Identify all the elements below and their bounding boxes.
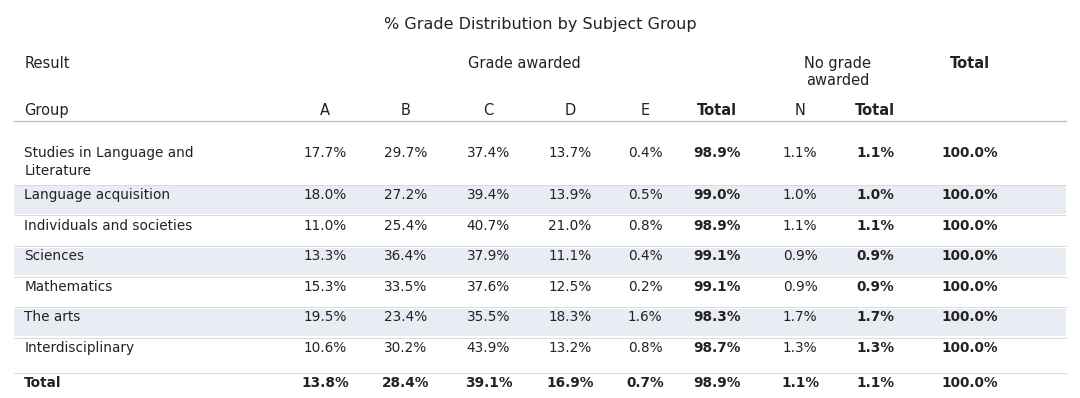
Text: 37.6%: 37.6% bbox=[467, 280, 510, 294]
Text: 0.8%: 0.8% bbox=[627, 341, 663, 355]
Text: 1.3%: 1.3% bbox=[856, 341, 894, 355]
Text: 1.0%: 1.0% bbox=[783, 188, 818, 202]
Text: 37.4%: 37.4% bbox=[467, 146, 510, 160]
Text: 11.1%: 11.1% bbox=[549, 249, 592, 263]
Text: Total: Total bbox=[24, 377, 62, 390]
Text: 100.0%: 100.0% bbox=[942, 310, 998, 324]
Text: % Grade Distribution by Subject Group: % Grade Distribution by Subject Group bbox=[383, 16, 697, 31]
Text: Result: Result bbox=[24, 56, 70, 71]
Text: 15.3%: 15.3% bbox=[303, 280, 347, 294]
Text: 39.4%: 39.4% bbox=[467, 188, 510, 202]
Text: 0.4%: 0.4% bbox=[627, 146, 663, 160]
Text: D: D bbox=[565, 103, 576, 118]
Text: 13.2%: 13.2% bbox=[549, 341, 592, 355]
Text: 36.4%: 36.4% bbox=[384, 249, 428, 263]
Text: 43.9%: 43.9% bbox=[467, 341, 510, 355]
Text: 1.1%: 1.1% bbox=[856, 377, 894, 390]
Text: 33.5%: 33.5% bbox=[384, 280, 428, 294]
Text: N: N bbox=[795, 103, 806, 118]
Text: 100.0%: 100.0% bbox=[942, 341, 998, 355]
Text: 1.1%: 1.1% bbox=[781, 377, 819, 390]
Text: 1.3%: 1.3% bbox=[783, 341, 818, 355]
FancyBboxPatch shape bbox=[14, 186, 1066, 214]
Text: 100.0%: 100.0% bbox=[942, 280, 998, 294]
Text: 98.9%: 98.9% bbox=[693, 219, 741, 232]
Text: 18.0%: 18.0% bbox=[303, 188, 347, 202]
Text: 28.4%: 28.4% bbox=[382, 377, 430, 390]
Text: 99.1%: 99.1% bbox=[693, 280, 741, 294]
Text: The arts: The arts bbox=[24, 310, 81, 324]
Text: Group: Group bbox=[24, 103, 69, 118]
Text: 100.0%: 100.0% bbox=[942, 377, 998, 390]
Text: 0.2%: 0.2% bbox=[627, 280, 663, 294]
Text: A: A bbox=[320, 103, 330, 118]
Text: 1.7%: 1.7% bbox=[856, 310, 894, 324]
Text: 25.4%: 25.4% bbox=[384, 219, 428, 232]
Text: 19.5%: 19.5% bbox=[303, 310, 347, 324]
Text: 1.1%: 1.1% bbox=[783, 146, 818, 160]
Text: 1.6%: 1.6% bbox=[627, 310, 663, 324]
Text: 1.0%: 1.0% bbox=[856, 188, 894, 202]
Text: Total: Total bbox=[949, 56, 990, 71]
Text: 27.2%: 27.2% bbox=[384, 188, 428, 202]
Text: 0.5%: 0.5% bbox=[627, 188, 663, 202]
Text: Language acquisition: Language acquisition bbox=[24, 188, 171, 202]
Text: 100.0%: 100.0% bbox=[942, 219, 998, 232]
Text: 100.0%: 100.0% bbox=[942, 146, 998, 160]
Text: 18.3%: 18.3% bbox=[549, 310, 592, 324]
Text: 13.8%: 13.8% bbox=[301, 377, 349, 390]
Text: 37.9%: 37.9% bbox=[467, 249, 510, 263]
Text: E: E bbox=[640, 103, 650, 118]
Text: Sciences: Sciences bbox=[24, 249, 84, 263]
Text: 1.7%: 1.7% bbox=[783, 310, 818, 324]
Text: 1.1%: 1.1% bbox=[856, 219, 894, 232]
Text: 17.7%: 17.7% bbox=[303, 146, 347, 160]
Text: C: C bbox=[484, 103, 494, 118]
Text: 35.5%: 35.5% bbox=[467, 310, 510, 324]
Text: 98.9%: 98.9% bbox=[693, 146, 741, 160]
Text: 10.6%: 10.6% bbox=[303, 341, 347, 355]
Text: 12.5%: 12.5% bbox=[549, 280, 592, 294]
Text: 40.7%: 40.7% bbox=[467, 219, 510, 232]
Text: B: B bbox=[401, 103, 410, 118]
Text: 13.3%: 13.3% bbox=[303, 249, 347, 263]
FancyBboxPatch shape bbox=[14, 309, 1066, 336]
Text: 0.8%: 0.8% bbox=[627, 219, 663, 232]
Text: 99.0%: 99.0% bbox=[693, 188, 741, 202]
Text: Total: Total bbox=[855, 103, 895, 118]
Text: 13.7%: 13.7% bbox=[549, 146, 592, 160]
Text: 0.9%: 0.9% bbox=[783, 280, 818, 294]
Text: 1.1%: 1.1% bbox=[783, 219, 818, 232]
Text: 0.9%: 0.9% bbox=[783, 249, 818, 263]
Text: 0.7%: 0.7% bbox=[626, 377, 664, 390]
Text: Individuals and societies: Individuals and societies bbox=[24, 219, 192, 232]
Text: Studies in Language and
Literature: Studies in Language and Literature bbox=[24, 146, 193, 178]
Text: Total: Total bbox=[698, 103, 738, 118]
Text: 100.0%: 100.0% bbox=[942, 188, 998, 202]
Text: No grade
awarded: No grade awarded bbox=[805, 56, 872, 88]
Text: 98.7%: 98.7% bbox=[693, 341, 741, 355]
Text: 0.9%: 0.9% bbox=[856, 249, 894, 263]
Text: 98.9%: 98.9% bbox=[693, 377, 741, 390]
Text: 39.1%: 39.1% bbox=[464, 377, 512, 390]
Text: 0.9%: 0.9% bbox=[856, 280, 894, 294]
Text: 13.9%: 13.9% bbox=[549, 188, 592, 202]
FancyBboxPatch shape bbox=[14, 248, 1066, 275]
Text: 16.9%: 16.9% bbox=[546, 377, 594, 390]
Text: 30.2%: 30.2% bbox=[384, 341, 428, 355]
Text: Interdisciplinary: Interdisciplinary bbox=[24, 341, 134, 355]
Text: 21.0%: 21.0% bbox=[549, 219, 592, 232]
Text: Grade awarded: Grade awarded bbox=[468, 56, 580, 71]
Text: 0.4%: 0.4% bbox=[627, 249, 663, 263]
Text: Mathematics: Mathematics bbox=[24, 280, 112, 294]
Text: 29.7%: 29.7% bbox=[384, 146, 428, 160]
Text: 23.4%: 23.4% bbox=[384, 310, 428, 324]
Text: 1.1%: 1.1% bbox=[856, 146, 894, 160]
Text: 11.0%: 11.0% bbox=[303, 219, 347, 232]
Text: 99.1%: 99.1% bbox=[693, 249, 741, 263]
Text: 100.0%: 100.0% bbox=[942, 249, 998, 263]
Text: 98.3%: 98.3% bbox=[693, 310, 741, 324]
